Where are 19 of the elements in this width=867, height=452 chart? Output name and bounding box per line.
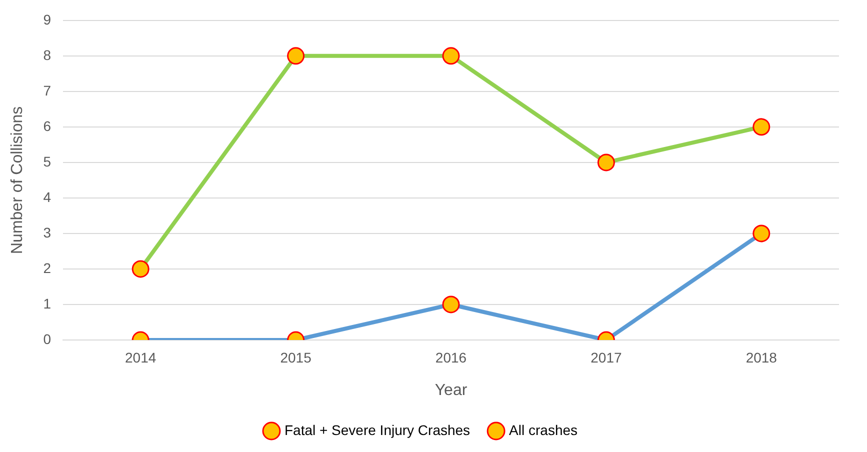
y-tick-label: 3: [43, 224, 52, 240]
x-tick-label: 2017: [590, 349, 622, 366]
x-tick-label: 2018: [746, 349, 778, 366]
y-tick-label: 7: [43, 82, 52, 98]
y-tick-label: 2: [43, 260, 52, 276]
y-tick-label: 6: [43, 118, 52, 134]
legend-label: All crashes: [509, 422, 578, 438]
x-tick-label: 2015: [280, 349, 312, 366]
y-tick-label: 1: [43, 295, 52, 312]
y-axis-title: Number of Collisions: [9, 106, 26, 254]
y-tick-label: 4: [43, 188, 52, 205]
y-tick-label: 0: [43, 330, 52, 347]
legend-label: Fatal + Severe Injury Crashes: [284, 422, 470, 438]
y-tick-label: 9: [43, 11, 52, 28]
y-tick-label: 5: [43, 153, 52, 170]
y-tick-label: 8: [43, 46, 52, 63]
x-axis-title: Year: [434, 382, 468, 399]
x-tick-label: 2014: [125, 349, 156, 366]
x-tick-label: 2016: [435, 349, 467, 366]
